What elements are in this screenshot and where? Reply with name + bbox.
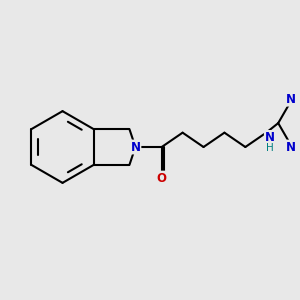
Text: N: N	[130, 140, 140, 154]
Text: N: N	[286, 141, 296, 154]
Text: O: O	[157, 172, 167, 184]
Text: N: N	[265, 131, 275, 144]
Text: H: H	[266, 143, 274, 153]
Text: N: N	[286, 93, 296, 106]
